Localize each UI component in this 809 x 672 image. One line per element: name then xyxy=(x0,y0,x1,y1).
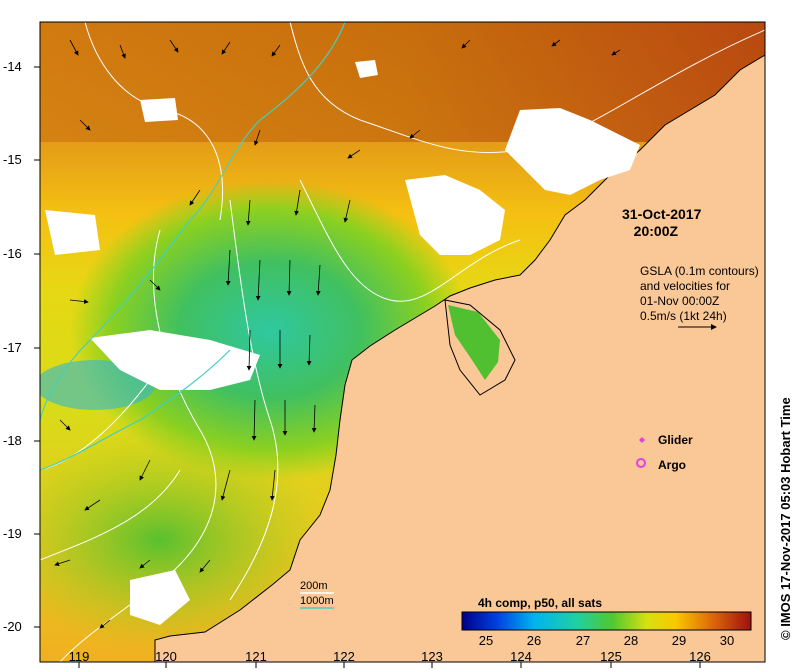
lon-axis: 119 120 121 122 123 124 125 126 xyxy=(69,649,711,668)
lat-label-15: -15 xyxy=(3,152,22,167)
timestamp-label: 31-Oct-2017 20:00Z xyxy=(622,206,701,240)
gsla-description: GSLA (0.1m contours) and velocities for … xyxy=(640,264,759,324)
lat-label-16: -16 xyxy=(3,246,22,261)
legend-argo: Argo xyxy=(658,458,686,472)
lon-label-120: 120 xyxy=(155,649,177,664)
isobath-1000m xyxy=(40,22,346,421)
gsla-line-2: and velocities for xyxy=(640,279,731,293)
cloud-south xyxy=(130,570,190,625)
colorbar-title: 4h comp, p50, all sats xyxy=(478,596,603,610)
lon-label-123: 123 xyxy=(421,649,443,664)
lon-label-125: 125 xyxy=(600,649,622,664)
colorbar-tick-25: 25 xyxy=(479,633,493,648)
timestamp-date: 31-Oct-2017 xyxy=(622,206,702,222)
velocity-arrows xyxy=(54,39,621,629)
colorbar-tick-26: 26 xyxy=(527,633,541,648)
cool-water-patch-sw xyxy=(40,430,330,650)
lat-label-18: -18 xyxy=(3,433,22,448)
bay-water xyxy=(448,305,500,380)
lon-label-124: 124 xyxy=(510,649,532,664)
colorbar-tick-30: 30 xyxy=(720,633,734,648)
isobath-1000m-south xyxy=(40,349,231,471)
plot-frame xyxy=(39,21,766,663)
lon-label-121: 121 xyxy=(245,649,267,664)
lat-axis: -14 -15 -16 -17 -18 -19 -20 xyxy=(3,59,40,634)
isobath-200m-label: 200m xyxy=(300,580,328,592)
cloud-north-east xyxy=(505,108,640,195)
gsla-line-3: 01-Nov 00:00Z xyxy=(640,294,720,308)
lat-label-14: -14 xyxy=(3,59,22,74)
lat-label-19: -19 xyxy=(3,526,22,541)
legend-glider: Glider xyxy=(658,433,693,447)
gsla-line-1: GSLA (0.1m contours) xyxy=(640,264,759,278)
argo-marker xyxy=(636,458,646,468)
colorbar-tick-29: 29 xyxy=(672,633,686,648)
isobath-1000m-label: 1000m xyxy=(300,595,334,607)
colorbar-ticks: 25 26 27 28 29 30 xyxy=(479,633,734,648)
gsla-line-4: 0.5m/s (1kt 24h) xyxy=(640,309,727,323)
timestamp-time: 20:00Z xyxy=(633,223,679,239)
imos-credit: © IMOS 17-Nov-2017 05:03 Hobart Time xyxy=(778,397,793,640)
cloud-mid-east xyxy=(405,175,505,255)
cloud-west-edge xyxy=(45,210,100,255)
lat-label-17: -17 xyxy=(3,340,22,355)
cloud-west xyxy=(90,330,260,390)
lon-label-126: 126 xyxy=(689,649,711,664)
colorbar-tick-28: 28 xyxy=(624,633,638,648)
glider-marker xyxy=(639,437,645,443)
colorbar xyxy=(461,611,752,631)
cloud-top xyxy=(355,60,378,78)
lat-label-20: -20 xyxy=(3,619,22,634)
lon-label-119: 119 xyxy=(69,649,90,664)
colorbar-tick-27: 27 xyxy=(576,633,590,648)
lon-label-122: 122 xyxy=(333,649,355,664)
warm-north-band xyxy=(40,22,765,142)
cloud-north-west xyxy=(140,98,178,122)
